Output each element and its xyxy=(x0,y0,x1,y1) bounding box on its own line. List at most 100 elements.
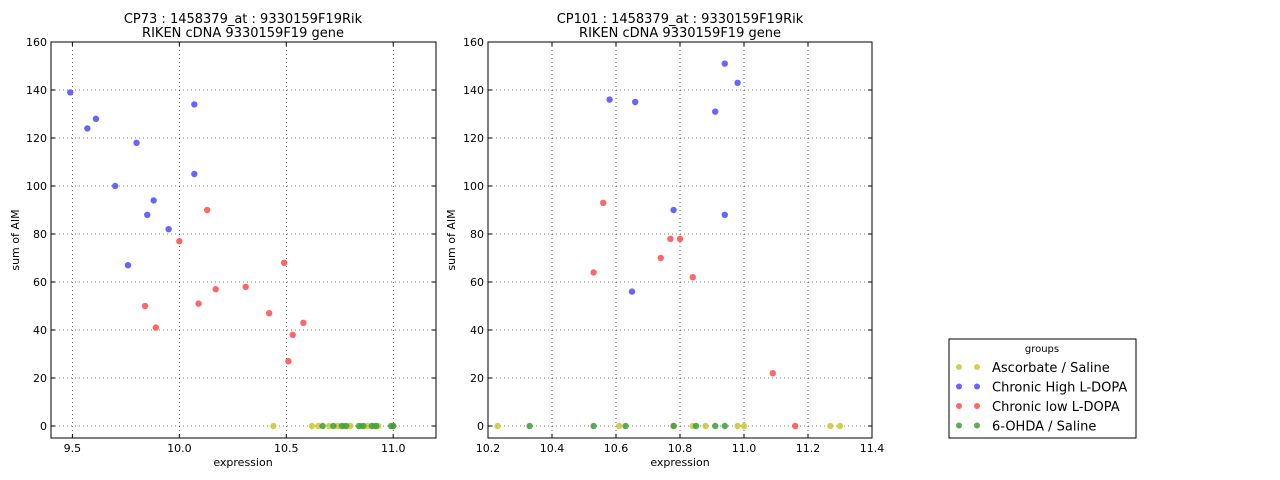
point-chronic-high-l-dopa xyxy=(721,211,728,218)
point-chronic-low-l-dopa xyxy=(176,238,183,245)
legend-marker xyxy=(974,383,980,390)
point-ascorbate-saline xyxy=(702,422,709,430)
point-chronic-low-l-dopa xyxy=(141,302,149,310)
y-tick-label: 160 xyxy=(26,36,47,49)
x-tick-label: 11.4 xyxy=(860,442,885,455)
point-6-ohda-saline xyxy=(390,422,397,430)
point-chronic-low-l-dopa xyxy=(689,274,696,281)
point-chronic-high-l-dopa xyxy=(721,60,728,67)
point-ascorbate-saline xyxy=(740,422,748,430)
plot-1-grid xyxy=(51,41,436,438)
y-tick-label: 100 xyxy=(463,180,484,193)
x-tick-label: 10.6 xyxy=(604,442,629,455)
point-chronic-high-l-dopa xyxy=(133,139,140,146)
x-tick-label: 10.4 xyxy=(540,442,565,455)
legend-box xyxy=(948,338,1137,439)
point-ascorbate-saline xyxy=(308,422,316,430)
point-chronic-low-l-dopa xyxy=(203,206,211,214)
point-ascorbate-saline xyxy=(270,422,277,430)
x-tick-label: 11.0 xyxy=(381,442,406,455)
point-chronic-high-l-dopa xyxy=(628,288,636,295)
y-tick-label: 40 xyxy=(470,324,484,337)
point-6-ohda-saline xyxy=(330,422,337,430)
point-ascorbate-saline xyxy=(616,422,623,430)
legend-marker xyxy=(974,364,980,370)
plot-1-frame xyxy=(50,41,437,439)
y-tick-label: 0 xyxy=(40,420,47,433)
point-6-ohda-saline xyxy=(712,422,719,430)
point-chronic-high-l-dopa xyxy=(191,101,198,108)
y-tick-label: 80 xyxy=(470,228,484,241)
y-tick-label: 40 xyxy=(33,324,47,337)
point-chronic-low-l-dopa xyxy=(667,235,674,242)
point-chronic-low-l-dopa xyxy=(212,286,219,293)
point-6-ohda-saline xyxy=(319,422,326,430)
point-6-ohda-saline xyxy=(692,422,700,430)
point-chronic-low-l-dopa xyxy=(152,324,160,331)
plot-2-xlabel: expression xyxy=(650,456,709,469)
plot-1-xlabel: expression xyxy=(213,456,272,469)
point-chronic-low-l-dopa xyxy=(265,310,273,317)
legend-marker xyxy=(974,422,980,429)
point-chronic-low-l-dopa xyxy=(195,300,202,307)
legend-marker xyxy=(956,383,962,390)
legend-marker xyxy=(956,364,962,370)
point-chronic-high-l-dopa xyxy=(165,226,172,233)
point-chronic-high-l-dopa xyxy=(191,170,198,178)
plot-2-points xyxy=(494,60,844,430)
point-ascorbate-saline xyxy=(734,422,741,430)
point-6-ohda-saline xyxy=(372,422,380,430)
plot-cp73: CP73 : 1458379_at : 9330159F19Rik RIKEN … xyxy=(9,12,437,469)
legend-label: Chronic low L-DOPA xyxy=(992,400,1120,415)
x-tick-label: 10.5 xyxy=(274,442,299,455)
point-chronic-high-l-dopa xyxy=(67,89,74,96)
y-tick-label: 100 xyxy=(26,180,47,193)
legend-label: 6-OHDA / Saline xyxy=(992,420,1096,435)
plot-1-ylabel: sum of AIM xyxy=(9,209,22,270)
plot-2-ylabel: sum of AIM xyxy=(445,209,458,270)
y-tick-label: 140 xyxy=(463,84,484,97)
y-tick-label: 60 xyxy=(33,276,47,289)
y-tick-label: 80 xyxy=(33,228,47,241)
point-chronic-high-l-dopa xyxy=(150,197,157,204)
point-chronic-high-l-dopa xyxy=(124,262,132,269)
point-6-ohda-saline xyxy=(670,422,677,430)
y-tick-label: 0 xyxy=(477,420,484,433)
plot-2-subtitle: RIKEN cDNA 9330159F19 gene xyxy=(579,26,781,41)
legend-label: Ascorbate / Saline xyxy=(992,361,1110,376)
point-chronic-low-l-dopa xyxy=(600,199,607,206)
legend-label: Chronic High L-DOPA xyxy=(992,381,1127,396)
point-6-ohda-saline xyxy=(721,422,728,430)
y-tick-label: 60 xyxy=(470,276,484,289)
point-chronic-high-l-dopa xyxy=(632,98,639,106)
point-chronic-high-l-dopa xyxy=(670,206,677,214)
point-ascorbate-saline xyxy=(827,422,834,430)
x-tick-label: 10.2 xyxy=(476,442,501,455)
x-tick-label: 9.5 xyxy=(64,442,82,455)
point-chronic-low-l-dopa xyxy=(280,259,288,266)
legend-title: groups xyxy=(1025,344,1059,355)
x-tick-label: 10.8 xyxy=(668,442,693,455)
y-tick-label: 140 xyxy=(26,84,47,97)
plot-2-title: CP101 : 1458379_at : 9330159F19Rik xyxy=(557,12,804,27)
point-chronic-low-l-dopa xyxy=(285,358,292,365)
point-chronic-high-l-dopa xyxy=(111,182,119,190)
legend-marker xyxy=(974,403,980,409)
point-chronic-high-l-dopa xyxy=(84,125,91,132)
legend-entries: Ascorbate / Saline Chronic High L-DOPA Chr… xyxy=(956,361,1127,435)
point-chronic-low-l-dopa xyxy=(300,319,307,326)
x-tick-label: 11.0 xyxy=(732,442,757,455)
x-tick-label: 11.2 xyxy=(796,442,821,455)
point-chronic-high-l-dopa xyxy=(606,96,613,103)
legend-marker xyxy=(956,422,962,429)
y-tick-label: 20 xyxy=(470,372,484,385)
point-ascorbate-saline xyxy=(494,422,501,430)
point-chronic-low-l-dopa xyxy=(657,254,664,262)
legend-marker xyxy=(956,403,962,409)
plot-cp101: CP101 : 1458379_at : 9330159F19Rik RIKEN… xyxy=(445,12,884,469)
point-6-ohda-saline xyxy=(622,422,629,430)
plot-2-ticks: 10.2 10.4 10.6 10.8 11.0 11.2 11.4 0 20 40 60 80 100… xyxy=(463,36,884,455)
point-chronic-low-l-dopa xyxy=(792,422,799,430)
x-tick-label: 10.0 xyxy=(167,442,192,455)
